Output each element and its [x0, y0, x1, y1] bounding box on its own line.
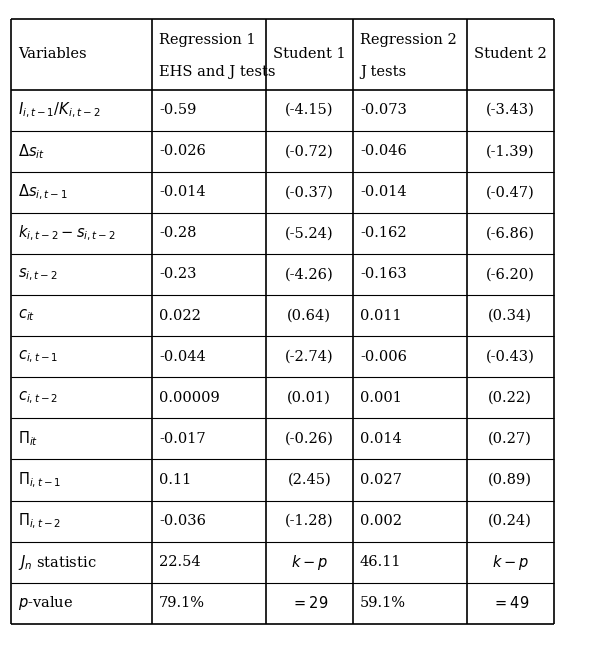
- Text: (-1.39): (-1.39): [486, 144, 535, 158]
- Text: 22.54: 22.54: [159, 555, 200, 570]
- Text: 0.022: 0.022: [159, 308, 201, 323]
- Text: $c_{i,t-2}$: $c_{i,t-2}$: [18, 390, 58, 406]
- Text: -0.017: -0.017: [159, 432, 206, 446]
- Text: (-4.15): (-4.15): [285, 103, 334, 117]
- Text: Student 2: Student 2: [474, 47, 547, 61]
- Text: (0.34): (0.34): [488, 308, 532, 323]
- Text: -0.23: -0.23: [159, 267, 197, 282]
- Text: (0.24): (0.24): [488, 514, 532, 528]
- Text: -0.014: -0.014: [159, 185, 206, 200]
- Text: $J_n$ statistic: $J_n$ statistic: [18, 553, 97, 572]
- Text: $k - p$: $k - p$: [492, 553, 529, 572]
- Text: 79.1%: 79.1%: [159, 596, 205, 611]
- Text: EHS and J tests: EHS and J tests: [159, 66, 275, 80]
- Text: -0.014: -0.014: [360, 185, 407, 200]
- Text: (-0.26): (-0.26): [285, 432, 334, 446]
- Text: $= 29$: $= 29$: [290, 595, 328, 611]
- Text: (-3.43): (-3.43): [486, 103, 535, 117]
- Text: 0.014: 0.014: [360, 432, 402, 446]
- Text: (-0.72): (-0.72): [285, 144, 334, 158]
- Text: -0.28: -0.28: [159, 226, 197, 241]
- Text: (-0.47): (-0.47): [486, 185, 535, 200]
- Text: (-6.20): (-6.20): [486, 267, 535, 282]
- Text: (2.45): (2.45): [287, 473, 331, 487]
- Text: $k_{i,t-2} - s_{i,t-2}$: $k_{i,t-2} - s_{i,t-2}$: [18, 223, 116, 243]
- Text: 0.027: 0.027: [360, 473, 402, 487]
- Text: Variables: Variables: [18, 47, 86, 61]
- Text: (-6.86): (-6.86): [486, 226, 535, 241]
- Text: J tests: J tests: [360, 66, 406, 80]
- Text: -0.59: -0.59: [159, 103, 196, 117]
- Text: -0.026: -0.026: [159, 144, 206, 158]
- Text: $s_{i,t-2}$: $s_{i,t-2}$: [18, 267, 58, 282]
- Text: $I_{i,t-1}/K_{i,t-2}$: $I_{i,t-1}/K_{i,t-2}$: [18, 100, 101, 120]
- Text: (-1.28): (-1.28): [285, 514, 334, 528]
- Text: -0.046: -0.046: [360, 144, 407, 158]
- Text: (0.64): (0.64): [287, 308, 331, 323]
- Text: Student 1: Student 1: [273, 47, 346, 61]
- Text: 59.1%: 59.1%: [360, 596, 406, 611]
- Text: (0.22): (0.22): [488, 391, 532, 405]
- Text: (-5.24): (-5.24): [285, 226, 334, 241]
- Text: $\Delta s_{i,t-1}$: $\Delta s_{i,t-1}$: [18, 182, 68, 202]
- Text: $k - p$: $k - p$: [291, 553, 328, 572]
- Text: Regression 1: Regression 1: [159, 33, 256, 47]
- Text: $\Pi_{i,t-2}$: $\Pi_{i,t-2}$: [18, 511, 61, 531]
- Text: -0.163: -0.163: [360, 267, 407, 282]
- Text: $c_{it}$: $c_{it}$: [18, 308, 35, 324]
- Text: -0.073: -0.073: [360, 103, 407, 117]
- Text: -0.162: -0.162: [360, 226, 407, 241]
- Text: 46.11: 46.11: [360, 555, 401, 570]
- Text: 0.001: 0.001: [360, 391, 402, 405]
- Text: (-4.26): (-4.26): [285, 267, 334, 282]
- Text: (-0.37): (-0.37): [285, 185, 334, 200]
- Text: 0.11: 0.11: [159, 473, 191, 487]
- Text: -0.044: -0.044: [159, 349, 206, 364]
- Text: $\Delta s_{it}$: $\Delta s_{it}$: [18, 142, 45, 160]
- Text: 0.00009: 0.00009: [159, 391, 220, 405]
- Text: $\Pi_{it}$: $\Pi_{it}$: [18, 430, 38, 448]
- Text: (0.27): (0.27): [488, 432, 532, 446]
- Text: $= 49$: $= 49$: [491, 595, 529, 611]
- Text: $c_{i,t-1}$: $c_{i,t-1}$: [18, 349, 58, 365]
- Text: (-0.43): (-0.43): [486, 349, 535, 364]
- Text: $\Pi_{i,t-1}$: $\Pi_{i,t-1}$: [18, 470, 61, 490]
- Text: (-2.74): (-2.74): [285, 349, 334, 364]
- Text: -0.036: -0.036: [159, 514, 206, 528]
- Text: -0.006: -0.006: [360, 349, 407, 364]
- Text: $p$-value: $p$-value: [18, 594, 73, 613]
- Text: 0.011: 0.011: [360, 308, 401, 323]
- Text: (0.89): (0.89): [488, 473, 532, 487]
- Text: 0.002: 0.002: [360, 514, 402, 528]
- Text: Regression 2: Regression 2: [360, 33, 457, 47]
- Text: (0.01): (0.01): [287, 391, 331, 405]
